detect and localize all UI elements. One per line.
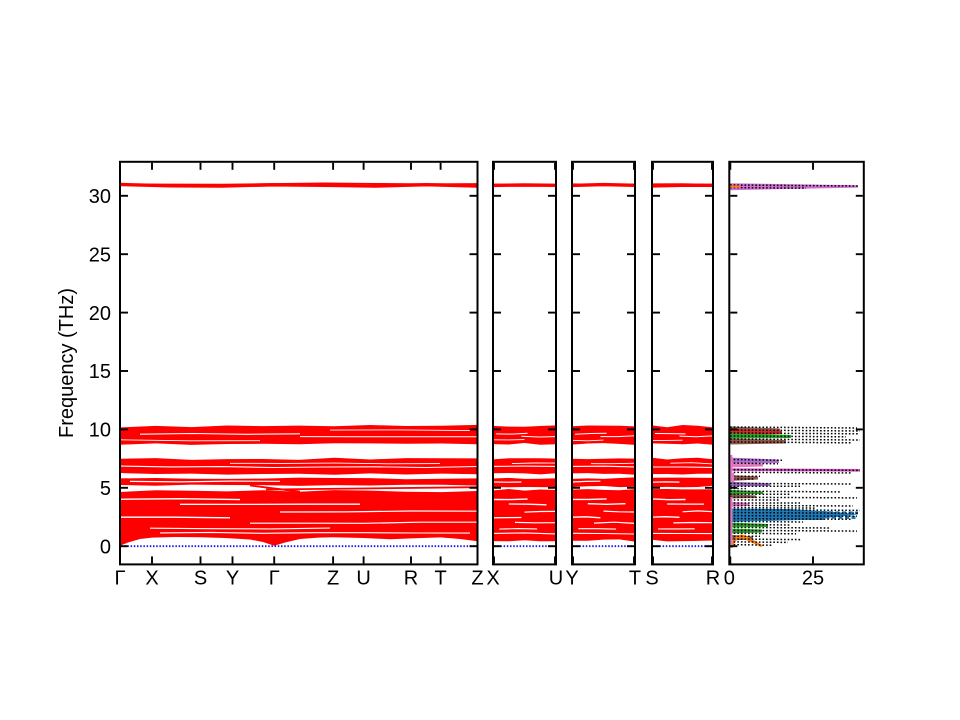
svg-text:X: X bbox=[145, 568, 158, 590]
svg-text:Z: Z bbox=[471, 568, 483, 590]
svg-text:Γ: Γ bbox=[114, 568, 125, 590]
svg-text:5: 5 bbox=[100, 478, 111, 500]
svg-text:Z: Z bbox=[327, 568, 339, 590]
svg-text:Γ: Γ bbox=[269, 568, 280, 590]
svg-text:10: 10 bbox=[89, 420, 111, 442]
svg-text:30: 30 bbox=[89, 186, 111, 208]
svg-text:S: S bbox=[645, 568, 658, 590]
svg-text:U: U bbox=[549, 568, 563, 590]
svg-text:Y: Y bbox=[226, 568, 239, 590]
svg-text:25: 25 bbox=[89, 244, 111, 266]
svg-text:Y: Y bbox=[565, 568, 578, 590]
svg-text:R: R bbox=[404, 568, 418, 590]
svg-text:T: T bbox=[434, 568, 446, 590]
svg-text:R: R bbox=[706, 568, 720, 590]
svg-text:0: 0 bbox=[724, 568, 735, 590]
svg-text:X: X bbox=[486, 568, 499, 590]
svg-text:U: U bbox=[356, 568, 370, 590]
svg-text:T: T bbox=[629, 568, 641, 590]
svg-text:Frequency (THz): Frequency (THz) bbox=[56, 288, 78, 438]
svg-text:20: 20 bbox=[89, 303, 111, 325]
svg-text:25: 25 bbox=[802, 568, 824, 590]
svg-text:0: 0 bbox=[100, 536, 111, 558]
svg-text:S: S bbox=[194, 568, 207, 590]
svg-text:15: 15 bbox=[89, 361, 111, 383]
